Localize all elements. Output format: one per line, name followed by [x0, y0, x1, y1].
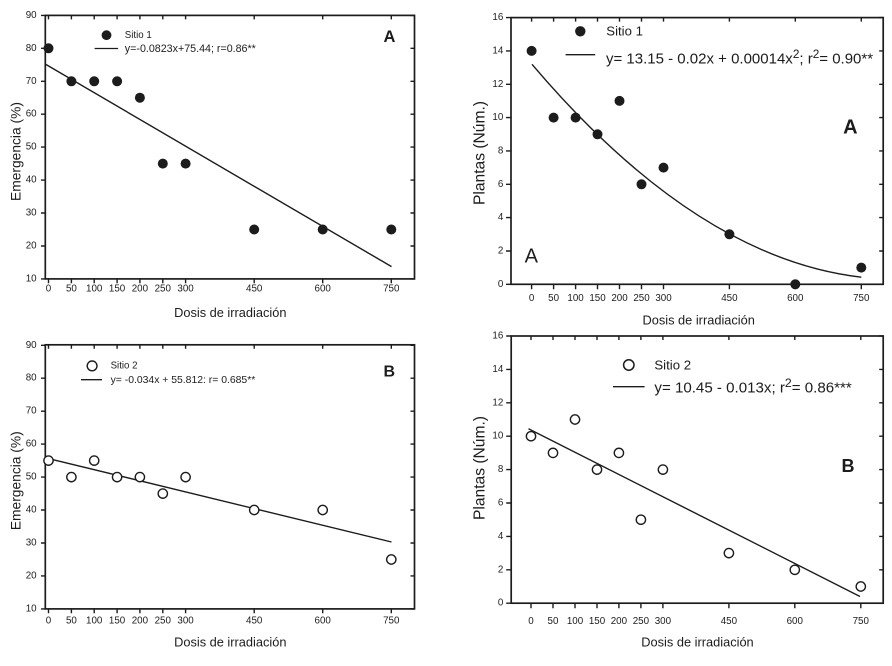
svg-text:70: 70 — [26, 76, 37, 87]
svg-text:50: 50 — [66, 615, 77, 626]
svg-text:8: 8 — [498, 145, 504, 156]
svg-text:12: 12 — [492, 79, 503, 90]
svg-text:Sitio 2: Sitio 2 — [654, 357, 691, 372]
svg-text:Sitio 2: Sitio 2 — [111, 361, 138, 372]
svg-text:150: 150 — [589, 293, 606, 304]
svg-text:16: 16 — [492, 12, 503, 23]
svg-text:Sitio 1: Sitio 1 — [606, 23, 643, 38]
svg-text:10: 10 — [492, 112, 503, 123]
svg-text:6: 6 — [498, 498, 504, 509]
svg-text:40: 40 — [26, 175, 37, 186]
svg-text:50: 50 — [26, 472, 37, 483]
svg-text:80: 80 — [26, 373, 37, 384]
svg-text:2: 2 — [498, 246, 503, 257]
svg-text:300: 300 — [177, 284, 194, 295]
svg-text:250: 250 — [155, 284, 172, 295]
svg-text:100: 100 — [86, 284, 103, 295]
svg-text:300: 300 — [655, 293, 672, 304]
svg-text:600: 600 — [315, 615, 332, 626]
svg-text:20: 20 — [26, 570, 37, 581]
svg-text:100: 100 — [567, 293, 584, 304]
svg-text:2: 2 — [498, 564, 503, 575]
svg-text:Dosis de irradiación: Dosis de irradiación — [641, 634, 753, 649]
svg-text:14: 14 — [492, 364, 503, 375]
svg-text:Sitio 1: Sitio 1 — [125, 30, 152, 41]
svg-text:600: 600 — [787, 616, 804, 627]
svg-text:Emergencia (%): Emergencia (%) — [9, 102, 24, 201]
svg-text:90: 90 — [26, 10, 37, 21]
svg-text:90: 90 — [26, 340, 37, 351]
svg-text:A: A — [384, 28, 396, 46]
svg-text:30: 30 — [26, 208, 37, 219]
svg-text:0: 0 — [498, 279, 504, 290]
svg-text:250: 250 — [155, 615, 172, 626]
svg-text:0: 0 — [46, 284, 52, 295]
svg-text:250: 250 — [633, 293, 650, 304]
svg-text:y= 10.45 - 0.013x; r2= 0.86***: y= 10.45 - 0.013x; r2= 0.86*** — [654, 376, 851, 397]
svg-text:100: 100 — [86, 615, 103, 626]
svg-text:12: 12 — [492, 397, 503, 408]
svg-text:B: B — [842, 456, 855, 476]
svg-text:y= 13.15 - 0.02x + 0.00014x2;: y= 13.15 - 0.02x + 0.00014x2; r2= 0.90** — [606, 47, 873, 68]
svg-text:4: 4 — [498, 212, 504, 223]
svg-text:0: 0 — [529, 293, 535, 304]
svg-text:200: 200 — [611, 616, 628, 627]
svg-text:100: 100 — [567, 616, 584, 627]
svg-text:30: 30 — [26, 538, 37, 549]
svg-text:150: 150 — [109, 284, 126, 295]
svg-text:10: 10 — [492, 431, 503, 442]
svg-text:80: 80 — [26, 43, 37, 54]
svg-text:Plantas (Núm.): Plantas (Núm.) — [472, 416, 489, 520]
svg-text:200: 200 — [611, 293, 628, 304]
svg-text:60: 60 — [26, 439, 37, 450]
svg-text:450: 450 — [721, 616, 738, 627]
svg-text:y= -0.034x + 55.812: r= 0.685*: y= -0.034x + 55.812: r= 0.685** — [111, 375, 256, 386]
svg-text:4: 4 — [498, 531, 504, 542]
svg-text:A: A — [843, 116, 857, 138]
svg-text:y=-0.0823x+75.44; r=0.86**: y=-0.0823x+75.44; r=0.86** — [125, 43, 256, 55]
svg-text:10: 10 — [26, 603, 37, 614]
svg-text:750: 750 — [853, 616, 870, 627]
svg-text:14: 14 — [492, 45, 503, 56]
svg-text:0: 0 — [498, 598, 504, 609]
svg-text:60: 60 — [26, 109, 37, 120]
svg-text:450: 450 — [246, 615, 263, 626]
svg-text:20: 20 — [26, 241, 37, 252]
svg-text:10: 10 — [26, 273, 37, 284]
svg-text:50: 50 — [548, 293, 559, 304]
svg-text:Emergencia (%): Emergencia (%) — [9, 431, 24, 530]
svg-text:600: 600 — [787, 293, 804, 304]
svg-text:70: 70 — [26, 406, 37, 417]
svg-text:450: 450 — [721, 293, 738, 304]
svg-text:A: A — [525, 245, 539, 267]
svg-text:50: 50 — [66, 284, 77, 295]
svg-text:Dosis de irradiación: Dosis de irradiación — [643, 313, 755, 328]
svg-text:50: 50 — [26, 142, 37, 153]
svg-text:Plantas (Núm.): Plantas (Núm.) — [472, 101, 489, 205]
svg-text:200: 200 — [132, 615, 149, 626]
svg-text:250: 250 — [633, 616, 650, 627]
svg-text:16: 16 — [492, 331, 503, 342]
svg-text:750: 750 — [383, 284, 400, 295]
svg-text:150: 150 — [589, 616, 606, 627]
svg-text:40: 40 — [26, 505, 37, 516]
svg-text:150: 150 — [109, 615, 126, 626]
svg-text:300: 300 — [177, 615, 194, 626]
svg-text:0: 0 — [46, 615, 52, 626]
svg-text:B: B — [384, 364, 396, 381]
svg-text:50: 50 — [548, 616, 559, 627]
svg-text:Dosis de irradiación: Dosis de irradiación — [174, 634, 286, 649]
svg-text:600: 600 — [315, 284, 332, 295]
svg-text:200: 200 — [132, 284, 149, 295]
svg-text:750: 750 — [383, 615, 400, 626]
svg-text:300: 300 — [655, 616, 672, 627]
svg-text:8: 8 — [498, 464, 504, 475]
svg-text:6: 6 — [498, 179, 504, 190]
svg-text:750: 750 — [853, 293, 870, 304]
svg-text:450: 450 — [246, 284, 263, 295]
svg-text:Dosis de irradiación: Dosis de irradiación — [174, 305, 286, 320]
svg-text:0: 0 — [528, 616, 534, 627]
